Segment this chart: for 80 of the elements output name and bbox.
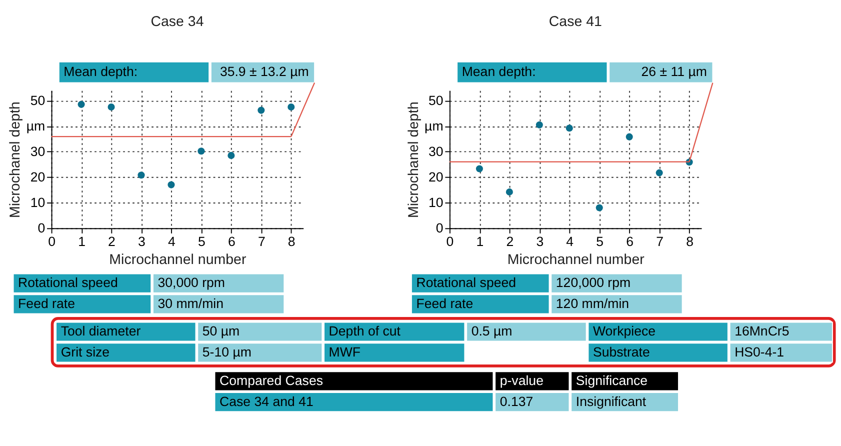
point: [566, 124, 573, 132]
y-tick-label: 0: [38, 220, 46, 236]
x-tick-label: 5: [198, 234, 206, 249]
x-tick-label: 8: [686, 234, 694, 249]
text: Feed rate: [416, 296, 474, 312]
x-tick-label: 6: [228, 234, 236, 249]
point: [656, 169, 663, 176]
point: [506, 188, 513, 196]
text: Mean depth:: [64, 64, 138, 80]
text: MWF: [328, 344, 361, 360]
text: 50 µm: [202, 324, 240, 339]
text: 30 mm/min: [158, 296, 224, 312]
text: 120 mm/min: [556, 296, 630, 312]
x-tick-label: 4: [566, 234, 574, 249]
y-axis-title: Microchanel depth: [406, 102, 422, 218]
x-tick-label: 3: [138, 234, 146, 249]
chart-title: Case 41: [548, 14, 602, 30]
x-tick-label: 2: [506, 234, 514, 249]
point: [536, 121, 543, 128]
text: Substrate: [592, 344, 650, 360]
x-tick-label: 2: [108, 234, 116, 249]
y-tick-label: 50: [30, 92, 46, 108]
x-tick-label: 5: [596, 234, 604, 249]
y-tick-label: 0: [436, 220, 444, 236]
x-tick-label: 1: [476, 234, 484, 249]
point: [596, 204, 603, 212]
y-tick-label: 30: [30, 144, 46, 159]
text: 30,000 rpm: [158, 275, 226, 290]
y-tick-label: 10: [30, 194, 46, 210]
text: Rotational speed: [416, 275, 516, 290]
x-axis-title: Microchannel number: [109, 252, 246, 268]
text: p-value: [500, 372, 544, 388]
text: 16MnCr5: [734, 324, 790, 339]
point: [626, 133, 633, 140]
point: [288, 103, 295, 110]
y-tick-label: 20: [428, 169, 444, 184]
text: Insignificant: [576, 394, 646, 409]
y-tick-label: µm: [424, 118, 444, 134]
x-axis-title: Microchannel number: [507, 252, 645, 268]
point: [78, 100, 85, 108]
x-tick-label: 8: [288, 234, 296, 249]
chart-title: Case 34: [150, 14, 204, 30]
point: [168, 181, 175, 188]
x-tick-label: 1: [78, 234, 86, 249]
x-tick-label: 7: [258, 234, 266, 249]
text: Workpiece: [592, 324, 656, 339]
point: [258, 106, 265, 114]
y-tick-label: 30: [428, 144, 444, 159]
point: [476, 165, 483, 172]
point: [138, 172, 145, 179]
x-tick-label: 6: [626, 234, 634, 249]
y-tick-label: 20: [30, 169, 46, 184]
annotation: 26 ± 11 µm: [641, 64, 708, 80]
point: [228, 152, 235, 159]
point: [108, 103, 115, 110]
text: Depth of cut: [328, 324, 401, 339]
text: 0.5 µm: [471, 324, 512, 339]
y-tick-label: µm: [26, 118, 46, 134]
text: Mean depth:: [462, 64, 536, 80]
text: Compared Cases: [220, 372, 324, 388]
text: 5-10 µm: [202, 344, 252, 360]
x-tick-label: 4: [168, 234, 176, 249]
x-tick-label: 0: [48, 234, 56, 249]
x-tick-label: 7: [656, 234, 664, 249]
text: Case 34 and 41: [220, 394, 314, 409]
x-tick-label: 3: [536, 234, 544, 249]
text: 0.137: [500, 394, 534, 409]
text: Grit size: [60, 344, 110, 360]
point: [198, 148, 205, 155]
text: Feed rate: [18, 296, 75, 312]
text: Rotational speed: [18, 275, 118, 290]
text: Tool diameter: [60, 324, 142, 339]
x-tick-label: 0: [446, 234, 454, 249]
y-tick-label: 50: [428, 92, 444, 108]
y-tick-label: 10: [428, 194, 444, 210]
annotation: 35.9 ± 13.2 µm: [220, 64, 309, 80]
text: Significance: [576, 372, 648, 388]
y-axis-title: Microchanel depth: [8, 102, 24, 218]
text: 120,000 rpm: [556, 275, 631, 290]
text: HS0-4-1: [734, 344, 784, 360]
